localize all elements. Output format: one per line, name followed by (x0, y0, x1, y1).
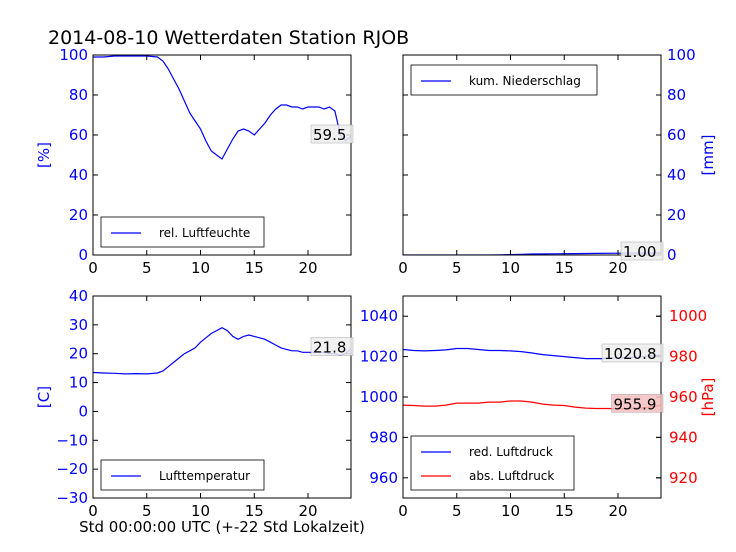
y-tick-label: −30 (56, 489, 88, 507)
y-tick-label: 20 (69, 345, 88, 363)
chart-title: 2014-08-10 Wetterdaten Station RJOB (48, 27, 409, 49)
y-tick-label: 10 (69, 374, 88, 392)
legend: rel. Luftfeuchte (100, 216, 265, 248)
x-tick-label: 10 (191, 502, 210, 520)
y-tick-label: 980 (369, 428, 398, 446)
y-tick-label: −20 (56, 460, 88, 478)
legend-label: Lufttemperatur (159, 469, 250, 483)
y-tick-label: 40 (667, 166, 686, 184)
y-axis-label: [mm] (699, 135, 717, 176)
x-tick-label: 20 (608, 259, 627, 277)
y-tick-label: 40 (69, 287, 88, 305)
y-tick-label: 80 (667, 86, 686, 104)
x-tick-label: 15 (555, 502, 574, 520)
y-axis-label: [%] (35, 142, 53, 168)
y-tick-label: 40 (69, 166, 88, 184)
value-annotation: 59.5 (313, 126, 346, 144)
value-annotation-box (601, 343, 664, 363)
legend-label: kum. Niederschlag (469, 74, 581, 88)
y-tick-label: 1020 (360, 348, 398, 366)
y-axis-label: [C] (35, 386, 53, 408)
y-tick-label: 60 (69, 126, 88, 144)
x-tick-label: 5 (142, 502, 152, 520)
x-tick-label: 0 (398, 259, 408, 277)
legend-box (100, 459, 265, 491)
legend: Lufttemperatur (100, 459, 265, 491)
x-tick-label: 20 (608, 502, 627, 520)
y-tick-label: 30 (69, 316, 88, 334)
y-tick-label-right: 940 (669, 428, 698, 446)
value-annotation-box (620, 241, 664, 261)
y-tick-label: 100 (59, 46, 88, 64)
y-tick-label: 960 (369, 469, 398, 487)
y-tick-label: 0 (78, 246, 88, 264)
value-annotation-box (310, 337, 354, 356)
x-tick-label: 5 (142, 259, 152, 277)
value-annotation: 21.8 (313, 339, 346, 357)
y-tick-label: 100 (667, 46, 696, 64)
x-tick-label: 0 (88, 502, 98, 520)
x-tick-label: 20 (298, 259, 317, 277)
axes-frame (92, 54, 352, 256)
y-tick-label-right: 1000 (669, 307, 707, 325)
y-tick-label: 80 (69, 86, 88, 104)
value-annotation: 1020.8 (604, 345, 657, 363)
x-tick-label: 15 (555, 259, 574, 277)
y-tick-label: 20 (69, 206, 88, 224)
value-annotation-box (611, 394, 664, 413)
legend-box (410, 435, 575, 491)
axes-frame (402, 54, 662, 256)
x-tick-label: 10 (501, 502, 520, 520)
y-tick-label-right: 960 (669, 388, 698, 406)
x-axis-label: Std 00:00:00 UTC (+-22 Std Lokalzeit) (79, 518, 365, 536)
x-tick-label: 5 (452, 502, 462, 520)
legend-label: red. Luftdruck (469, 445, 553, 459)
value-annotation: 955.9 (614, 395, 657, 413)
y-axis-label: [hPa] (699, 378, 717, 417)
x-tick-label: 15 (245, 259, 264, 277)
x-tick-label: 0 (88, 259, 98, 277)
x-tick-label: 5 (452, 259, 462, 277)
legend: kum. Niederschlag (410, 64, 598, 96)
x-tick-label: 20 (298, 502, 317, 520)
panel-4: 0 5 10 15 20 960 980 1000 1020 1040 920 940 960 980 10… (360, 295, 717, 520)
x-tick-label: 15 (245, 502, 264, 520)
y-tick-label: 1040 (360, 307, 398, 325)
legend-box (410, 64, 598, 96)
y-tick-label-right: 920 (669, 469, 698, 487)
panel-1: 0 5 10 15 20 0 20 40 60 80 100 [%] rel. Luftfeuchte 5… (35, 46, 354, 277)
legend-label: abs. Luftdruck (469, 469, 554, 483)
axes-frame (92, 295, 352, 499)
y-tick-label: 0 (78, 402, 88, 420)
y-tick-label: 0 (667, 246, 677, 264)
x-tick-label: 10 (501, 259, 520, 277)
series-line-rel-luftfeuchte (93, 55, 351, 160)
x-tick-label: 10 (191, 259, 210, 277)
y-tick-label: −10 (56, 431, 88, 449)
panel-3: 0 5 10 15 20 −30 −20 −10 0 10 20 30 40 [C] Lufttempera… (35, 287, 354, 520)
y-tick-label: 60 (667, 126, 686, 144)
y-tick-label: 20 (667, 206, 686, 224)
y-tick-label-right: 980 (669, 348, 698, 366)
legend: red. Luftdruck abs. Luftdruck (410, 435, 575, 491)
y-tick-label: 1000 (360, 388, 398, 406)
legend-label: rel. Luftfeuchte (159, 226, 250, 240)
value-annotation: 1.00 (623, 243, 656, 261)
legend-box (100, 216, 265, 248)
value-annotation-box (310, 124, 354, 144)
x-tick-label: 0 (398, 502, 408, 520)
panel-2: 0 5 10 15 20 0 20 40 60 80 100 [mm] kum. Niederschla… (398, 46, 717, 277)
